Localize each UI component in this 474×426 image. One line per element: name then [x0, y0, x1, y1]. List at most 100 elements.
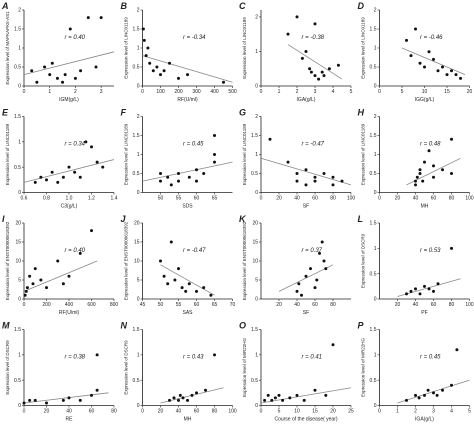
data-point [45, 178, 48, 182]
data-point [222, 80, 225, 84]
x-tick-label: 10 [294, 409, 300, 415]
x-tick-label: 80 [212, 409, 218, 415]
data-point [186, 73, 189, 77]
y-tick-label: 15 [252, 240, 258, 246]
y-tick-label: 0.5 [133, 171, 140, 177]
data-point [90, 229, 93, 233]
data-point [286, 32, 290, 36]
y-tick-label: 0.5 [14, 378, 21, 384]
y-tick-label: 10 [252, 259, 258, 265]
data-point [295, 172, 299, 175]
data-point [320, 70, 324, 74]
data-point [427, 50, 431, 54]
x-axis-label: IGA(g/L) [297, 97, 316, 103]
data-point [423, 393, 426, 397]
y-axis-label: Expression level of ENST00000618392 [242, 221, 247, 300]
x-tick-label: 70 [230, 302, 236, 308]
trend-line [260, 387, 352, 404]
data-point [324, 267, 328, 271]
y-tick-label: 1 [18, 353, 21, 359]
y-tick-label: 0.5 [251, 378, 258, 384]
x-tick-label: 60 [312, 196, 318, 202]
data-point [450, 172, 453, 175]
data-point [95, 353, 99, 357]
y-tick-label: 2 [374, 8, 377, 14]
x-tick-label: 0.6 [21, 196, 28, 202]
data-point [454, 73, 458, 77]
data-point [144, 54, 148, 58]
data-point [79, 69, 83, 73]
trend-line [401, 47, 466, 75]
data-point [409, 54, 413, 58]
x-tick-label: 60 [194, 409, 200, 415]
data-point [441, 65, 444, 69]
panel-letter: D [358, 1, 365, 11]
data-point [418, 172, 422, 175]
r-annotation: r = 0.38 [65, 354, 86, 360]
y-tick-label: 2 [255, 15, 258, 21]
y-tick-label: 2 [137, 8, 140, 14]
data-point [300, 56, 304, 60]
x-tick-label: 0 [23, 302, 26, 308]
y-tick-label: 0.5 [133, 378, 140, 384]
x-tick-label: 60 [312, 302, 318, 308]
data-point [202, 286, 206, 290]
y-tick-label: 10 [15, 259, 21, 265]
data-point [418, 168, 422, 172]
data-point [295, 15, 299, 19]
x-tick-label: 5 [350, 89, 353, 95]
data-point [73, 76, 77, 80]
y-tick-label: 15 [134, 240, 140, 246]
x-tick-label: 0 [260, 409, 263, 415]
y-tick-label: 1 [255, 49, 258, 55]
x-tick-label: 60 [431, 302, 437, 308]
data-point [340, 179, 344, 183]
x-tick-label: 500 [228, 89, 237, 95]
data-point [322, 172, 326, 175]
y-tick-label: 0 [374, 84, 377, 90]
data-point [180, 286, 184, 290]
data-point [195, 391, 198, 395]
y-tick-label: 1.5 [14, 27, 21, 33]
data-point [61, 175, 65, 179]
y-tick-label: 1.5 [14, 327, 21, 333]
data-point [304, 274, 308, 278]
x-axis-label: SAS [182, 310, 193, 316]
y-axis-label: Expression level of LINC01189 [5, 123, 10, 185]
y-tick-label: 1 [255, 152, 258, 158]
x-tick-label: 20 [44, 409, 50, 415]
y-tick-label: 2 [255, 114, 258, 120]
panel-letter: K [239, 214, 247, 224]
data-point [432, 164, 435, 168]
data-point [177, 179, 180, 183]
y-axis-label: Expression level of LINC01189 [124, 123, 129, 185]
data-point [414, 287, 417, 291]
x-tick-label: 25 [348, 409, 354, 415]
x-tick-label: 20 [330, 409, 336, 415]
data-point [146, 46, 150, 50]
data-point [90, 145, 93, 149]
data-point [31, 282, 35, 286]
data-point [148, 61, 152, 65]
trend-line [23, 51, 115, 75]
y-tick-label: 1.5 [370, 327, 377, 333]
data-point [90, 393, 93, 397]
y-axis-label: Expression level of LINC01189 [242, 17, 247, 79]
y-tick-label: 20 [134, 221, 140, 227]
data-point [61, 80, 65, 84]
y-tick-label: 1.5 [251, 133, 258, 139]
y-tick-label: 5 [255, 278, 258, 284]
data-point [281, 398, 285, 402]
y-tick-label: 1 [374, 152, 377, 158]
data-point [184, 289, 188, 293]
data-point [56, 180, 60, 184]
data-point [322, 259, 326, 263]
data-point [313, 388, 317, 392]
trend-line [287, 44, 343, 80]
x-tick-label: 0 [378, 409, 381, 415]
y-tick-label: 0 [18, 297, 21, 303]
trend-line [142, 55, 233, 83]
y-tick-label: 0 [137, 84, 140, 90]
data-point [213, 153, 216, 156]
data-point [313, 286, 317, 290]
